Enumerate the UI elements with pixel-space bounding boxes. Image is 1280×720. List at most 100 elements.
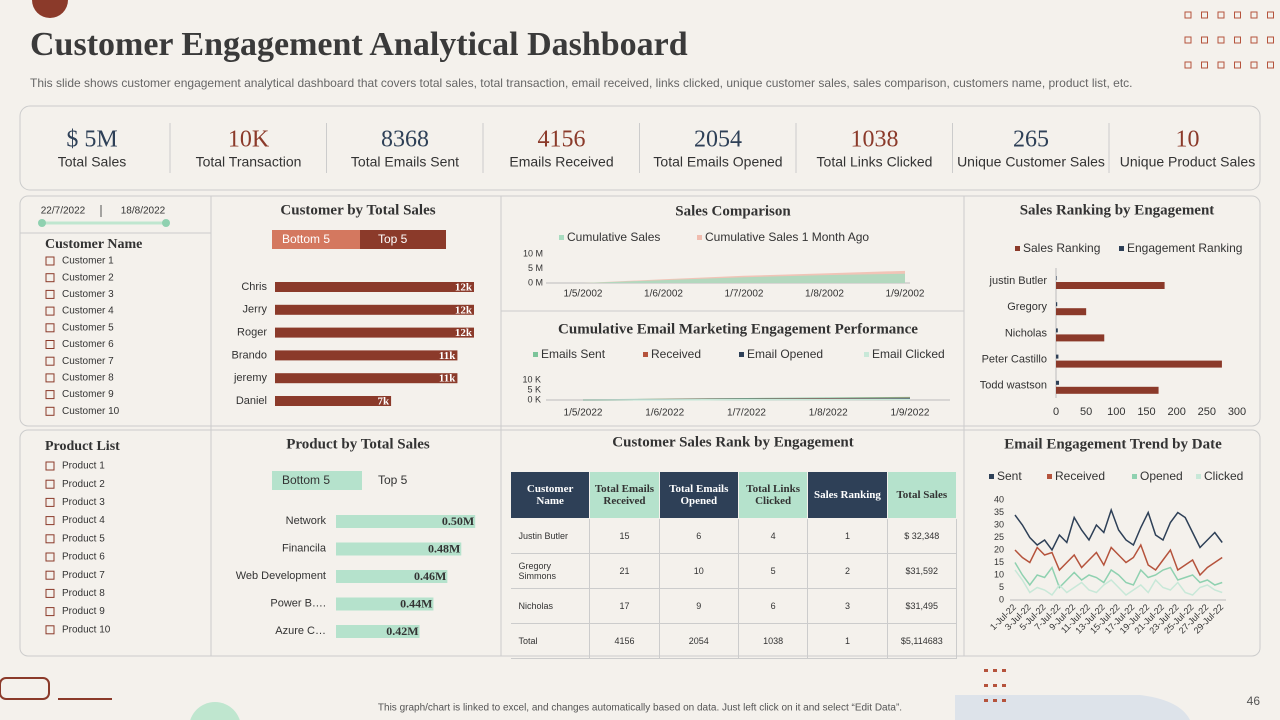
- bar: [336, 542, 462, 556]
- checkbox[interactable]: [45, 625, 55, 635]
- y-tick-label: 25: [994, 532, 1004, 542]
- cell: 2054: [659, 623, 739, 659]
- legend-label: Email Clicked: [872, 347, 945, 361]
- checkbox[interactable]: [45, 516, 55, 526]
- category-label: Power B….: [270, 597, 326, 609]
- kpi-label: Unique Customer Sales: [957, 154, 1105, 170]
- category-label: Azure C…: [275, 625, 326, 637]
- checkbox[interactable]: [45, 356, 55, 366]
- decor: [1267, 11, 1274, 19]
- list-item: Product 2: [62, 479, 105, 490]
- category-label: Jerry: [243, 304, 268, 316]
- decor: [32, 0, 68, 18]
- tab[interactable]: [272, 230, 360, 249]
- checkbox[interactable]: [45, 390, 55, 400]
- column-header: Sales Ranking: [807, 471, 888, 519]
- checkbox[interactable]: [45, 570, 55, 580]
- decor: [1201, 36, 1208, 44]
- list-item: Customer 2: [62, 272, 114, 283]
- checkbox[interactable]: [45, 607, 55, 617]
- value-label: 11k: [439, 350, 456, 362]
- rank-table: Customer Name Total Emails Received Total …: [509, 471, 958, 659]
- x-tick-label: 150: [1137, 406, 1155, 418]
- checkbox[interactable]: [45, 323, 55, 333]
- kpi-value: 10K: [228, 127, 270, 153]
- decor: [993, 684, 997, 687]
- tab-label: Bottom 5: [282, 473, 330, 487]
- checkbox[interactable]: [45, 373, 55, 383]
- checkbox[interactable]: [45, 479, 55, 489]
- checkbox[interactable]: [45, 552, 55, 562]
- legend-marker: [1119, 246, 1124, 251]
- checkbox[interactable]: [45, 340, 55, 349]
- slider-handle[interactable]: [38, 219, 46, 227]
- tab[interactable]: [272, 471, 362, 490]
- category-label: Web Development: [236, 570, 326, 582]
- cell: 15: [589, 518, 660, 554]
- decor: [1217, 36, 1225, 44]
- header-row: Customer Name Total Emails Received Total …: [509, 471, 958, 519]
- kpi-value: 10: [1176, 127, 1200, 153]
- bar: [1056, 302, 1058, 307]
- y-tick-label: 40: [994, 494, 1004, 504]
- cell: 1038: [738, 623, 809, 659]
- legend-marker: [1196, 474, 1201, 479]
- decor: [1002, 669, 1006, 672]
- bar: [1056, 282, 1165, 289]
- checkbox[interactable]: [45, 461, 55, 471]
- category-label: jeremy: [233, 372, 268, 384]
- tab[interactable]: [360, 230, 446, 249]
- legend-marker: [1015, 246, 1020, 251]
- bar: [1056, 328, 1058, 333]
- y-tick-label: 10: [994, 569, 1004, 579]
- checkbox[interactable]: [45, 289, 55, 299]
- decor: [1267, 36, 1274, 44]
- decor: [1234, 11, 1241, 19]
- value-label: 0.48M: [428, 541, 460, 555]
- decor: [1201, 61, 1208, 69]
- legend-label: Received: [1055, 469, 1105, 483]
- bar: [1056, 386, 1159, 394]
- decor: [1002, 684, 1006, 687]
- y-tick-label: 0 M: [528, 277, 543, 287]
- legend-label: Engagement Ranking: [1127, 241, 1242, 255]
- tab-label: Bottom 5: [282, 232, 330, 246]
- legend-label: Sales Ranking: [1023, 241, 1100, 255]
- y-tick-label: 5: [999, 582, 1004, 592]
- bar: [1056, 360, 1222, 368]
- checkbox[interactable]: [45, 273, 55, 283]
- cell: 6: [738, 588, 809, 624]
- legend-marker: [864, 352, 869, 357]
- decor: [993, 699, 997, 702]
- list-title: Product List: [45, 439, 120, 454]
- x-tick-label: 1/9/2002: [886, 289, 925, 300]
- decor: [190, 702, 240, 720]
- checkbox[interactable]: [45, 306, 55, 316]
- x-tick-label: 0: [1053, 406, 1059, 418]
- legend-marker: [533, 352, 538, 357]
- checkbox[interactable]: [45, 588, 55, 598]
- checkbox[interactable]: [45, 497, 55, 507]
- decor: [1184, 11, 1192, 19]
- list-item: Product 9: [62, 606, 105, 617]
- value-label: 12k: [455, 327, 473, 339]
- checkbox[interactable]: [45, 534, 55, 544]
- y-tick-label: 35: [994, 507, 1004, 517]
- cell: Gregory Simmons: [510, 553, 591, 589]
- slider-handle[interactable]: [162, 219, 170, 227]
- checkbox[interactable]: [45, 256, 55, 266]
- decor: [955, 695, 1190, 720]
- subtitle: This slide shows customer engagement ana…: [30, 76, 1133, 90]
- x-tick-label: 200: [1167, 406, 1185, 418]
- x-tick-label: 250: [1198, 406, 1216, 418]
- list-item: Product 6: [62, 552, 105, 563]
- legend-marker: [1132, 474, 1137, 479]
- chart-title: Customer by Total Sales: [280, 202, 435, 218]
- row: Justin Butler 15 6 4 1 $ 32,348: [510, 518, 958, 554]
- x-tick-label: 1/8/2022: [809, 408, 848, 419]
- decor: [1234, 61, 1241, 69]
- list-item: Customer 6: [62, 339, 114, 350]
- column-header: Total Emails Opened: [658, 471, 739, 519]
- checkbox[interactable]: [45, 406, 55, 416]
